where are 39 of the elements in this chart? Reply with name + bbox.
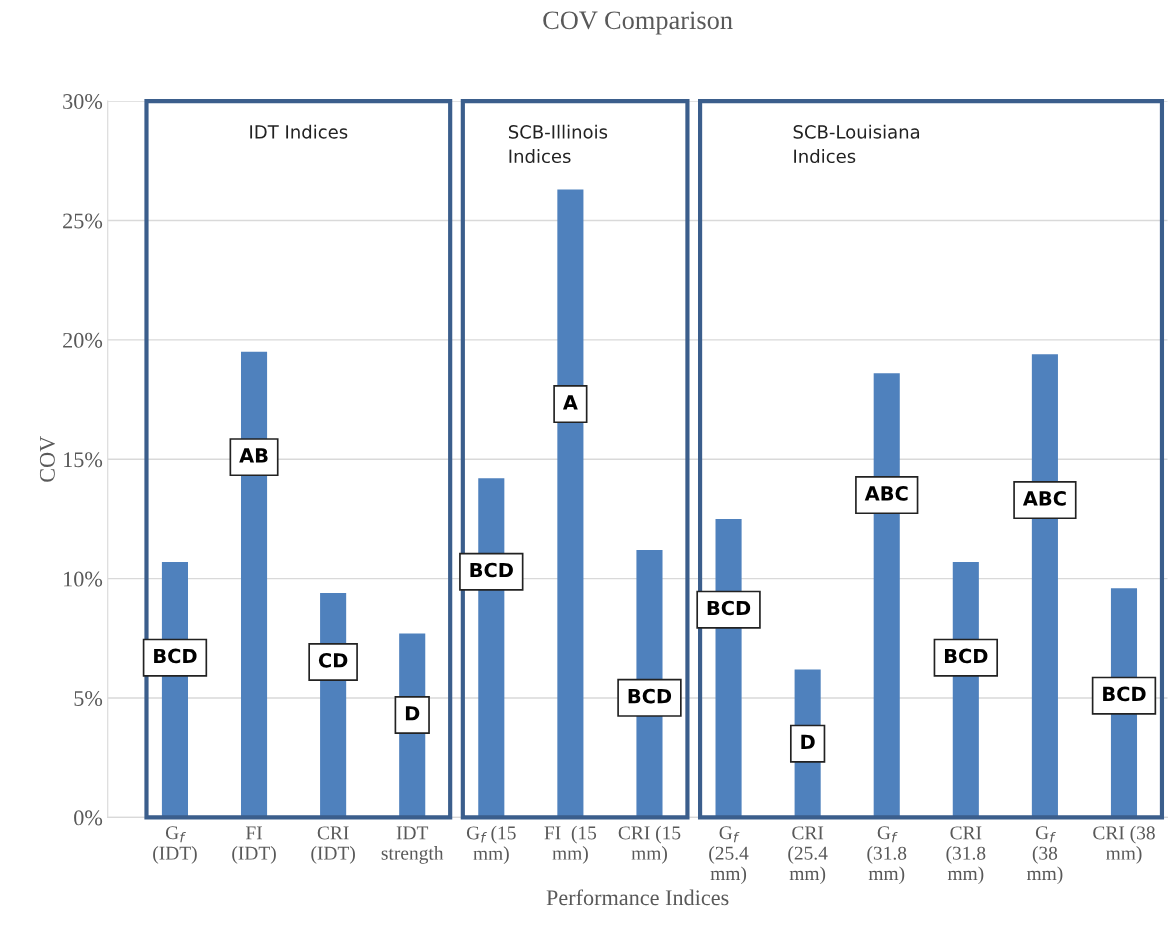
annotation: CD bbox=[318, 652, 348, 668]
annotation: D bbox=[405, 706, 420, 721]
annotation: D bbox=[801, 734, 815, 750]
x-tick-label: CRI (15 mm) bbox=[618, 825, 681, 864]
x-tick-label: FI (IDT) bbox=[232, 826, 276, 864]
annotation: ABC bbox=[864, 486, 908, 501]
x-tick-label: CRI (38 mm) bbox=[1093, 825, 1155, 864]
x-tick-label: G$_{f}$ (38 mm) bbox=[1026, 826, 1063, 885]
y-tick-label: 25% bbox=[63, 213, 103, 229]
annotation: SCB-Louisiana Indices bbox=[793, 124, 920, 164]
x-tick-label: G$_{f}$ (15 mm) bbox=[466, 825, 516, 864]
x-tick-label: G$_{f}$ (IDT) bbox=[153, 826, 197, 864]
annotation: BCD bbox=[707, 600, 751, 616]
annotation: BCD bbox=[1103, 686, 1146, 702]
x-tick-label: CRI (IDT) bbox=[311, 826, 355, 864]
annotation: BCD bbox=[944, 648, 988, 664]
annotation: AB bbox=[239, 448, 268, 463]
y-tick-label: 0% bbox=[74, 810, 103, 826]
y-tick-label: 20% bbox=[63, 332, 103, 348]
x-tick-label: IDT strength bbox=[381, 826, 444, 864]
x-tick-label: G$_{f}$ (25.4 mm) bbox=[709, 826, 749, 885]
x-axis-title: Performance Indices bbox=[546, 889, 729, 906]
x-tick-label: G$_{f}$ (31.8 mm) bbox=[867, 826, 907, 885]
annotation: BCD bbox=[628, 688, 672, 704]
annotation: BCD bbox=[154, 648, 197, 664]
y-tick-label: 30% bbox=[63, 94, 103, 110]
annotation: IDT Indices bbox=[250, 124, 348, 139]
annotation: BCD bbox=[470, 562, 513, 578]
x-tick-label: CRI (25.4 mm) bbox=[788, 826, 828, 885]
y-axis-title: COV bbox=[39, 436, 55, 482]
y-tick-label: 15% bbox=[64, 452, 103, 468]
chart-title: COV Comparison bbox=[543, 11, 733, 35]
annotation: ABC bbox=[1022, 491, 1066, 506]
annotation: A bbox=[562, 395, 578, 410]
x-tick-label: FI (15 mm) bbox=[544, 825, 597, 864]
x-tick-label: CRI (31.8 mm) bbox=[946, 826, 986, 885]
y-tick-label: 10% bbox=[64, 571, 103, 587]
y-tick-label: 5% bbox=[74, 690, 103, 707]
annotation: SCB-Illinois Indices bbox=[508, 124, 608, 164]
